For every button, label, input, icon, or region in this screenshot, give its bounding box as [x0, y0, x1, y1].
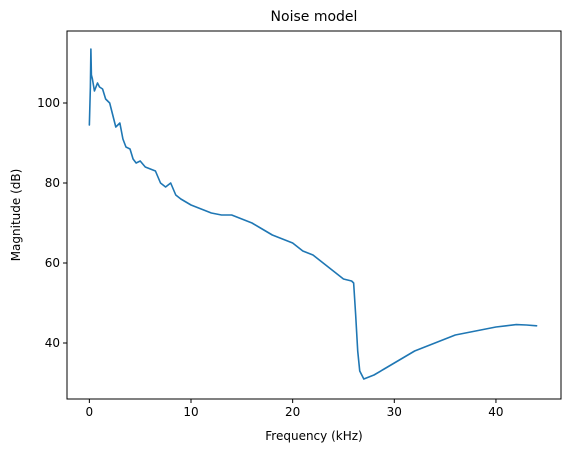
y-axis-ticks: 40 60 80 100 — [37, 96, 67, 350]
y-tick-label: 40 — [45, 336, 60, 350]
x-tick-label: 30 — [387, 405, 402, 419]
y-axis-label: Magnitude (dB) — [9, 169, 23, 262]
y-tick-label: 100 — [37, 96, 60, 110]
x-tick-label: 20 — [285, 405, 300, 419]
series-line-0 — [88, 48, 538, 380]
y-tick-label: 60 — [45, 256, 60, 270]
x-tick-label: 0 — [86, 405, 94, 419]
x-axis-ticks: 0 10 20 30 40 — [86, 399, 504, 419]
plot-frame — [66, 30, 562, 400]
y-tick-label: 80 — [45, 176, 60, 190]
series-layer — [88, 48, 538, 380]
x-tick-label: 40 — [488, 405, 503, 419]
x-tick-label: 10 — [183, 405, 198, 419]
chart-title: Noise model — [271, 9, 358, 25]
x-axis-label: Frequency (kHz) — [265, 429, 362, 443]
